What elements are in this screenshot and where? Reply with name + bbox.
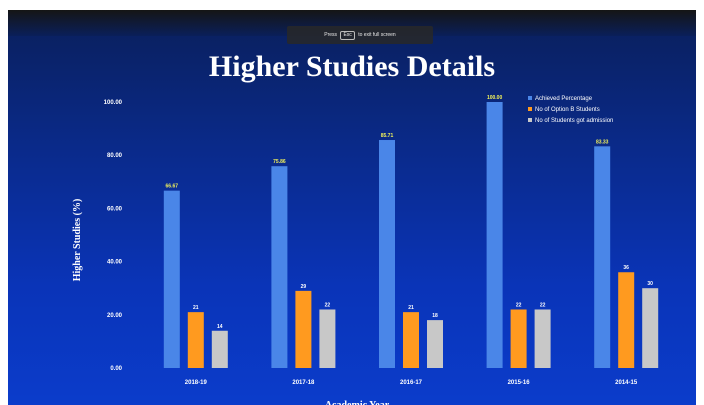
bar-achieved (271, 166, 288, 368)
bar-admission (427, 320, 443, 368)
bar-achieved (379, 140, 395, 368)
bar-admission (319, 309, 336, 368)
bar-achieved (163, 190, 180, 368)
y-tick-label: 60.00 (107, 206, 123, 212)
toast-text-after: to exit full screen (358, 32, 396, 38)
data-label: 22 (516, 302, 522, 308)
data-label: 100.00 (487, 95, 503, 101)
x-tick-label: 2018-19 (185, 380, 208, 386)
chart-title: Higher Studies Details (208, 50, 496, 83)
data-label: 85.71 (381, 133, 394, 139)
data-label: 18 (432, 313, 438, 319)
data-label: 30 (647, 281, 653, 287)
data-label: 75.86 (273, 159, 286, 165)
data-label: 22 (325, 302, 331, 308)
legend-swatch (528, 107, 532, 111)
x-tick-label: 2017-18 (292, 380, 315, 386)
x-tick-label: 2014-15 (615, 380, 638, 386)
x-tick-label: 2016-17 (400, 380, 423, 386)
legend-label: No of Option B Students (535, 107, 600, 113)
esc-key[interactable]: Esc (340, 31, 355, 40)
legend-swatch (528, 118, 532, 122)
legend-label: No of Students got admission (535, 118, 613, 124)
presentation-frame (8, 10, 696, 405)
y-tick-label: 100.00 (104, 100, 123, 106)
x-axis-title: Academic Year (325, 400, 390, 405)
data-label: 22 (540, 302, 546, 308)
bar-options (403, 312, 419, 368)
data-label: 21 (408, 305, 414, 311)
y-tick-label: 0.00 (110, 366, 122, 372)
bar-options (510, 309, 527, 368)
bar-admission (211, 330, 228, 368)
x-tick-label: 2015-16 (508, 380, 531, 386)
bar-achieved (486, 102, 503, 368)
bar-admission (534, 309, 551, 368)
y-tick-label: 80.00 (107, 153, 123, 159)
data-label: 14 (217, 324, 223, 330)
bar-admission (642, 288, 659, 368)
data-label: 29 (301, 284, 307, 290)
legend-swatch (528, 96, 532, 100)
data-label: 83.33 (596, 139, 609, 145)
bar-options (187, 312, 204, 368)
y-axis-title: Higher Studies (%) (72, 199, 83, 282)
y-tick-label: 40.00 (107, 260, 123, 266)
bar-options (618, 272, 635, 368)
data-label: 36 (623, 265, 629, 271)
fullscreen-toast: Press Esc to exit full screen (287, 26, 433, 44)
data-label: 21 (193, 305, 199, 311)
bar-options (295, 290, 312, 368)
y-tick-label: 20.00 (107, 313, 123, 319)
bar-achieved (594, 146, 611, 368)
legend-label: Achieved Percentage (535, 96, 593, 102)
data-label: 66.67 (166, 184, 179, 190)
toast-text-before: Press (324, 32, 338, 38)
